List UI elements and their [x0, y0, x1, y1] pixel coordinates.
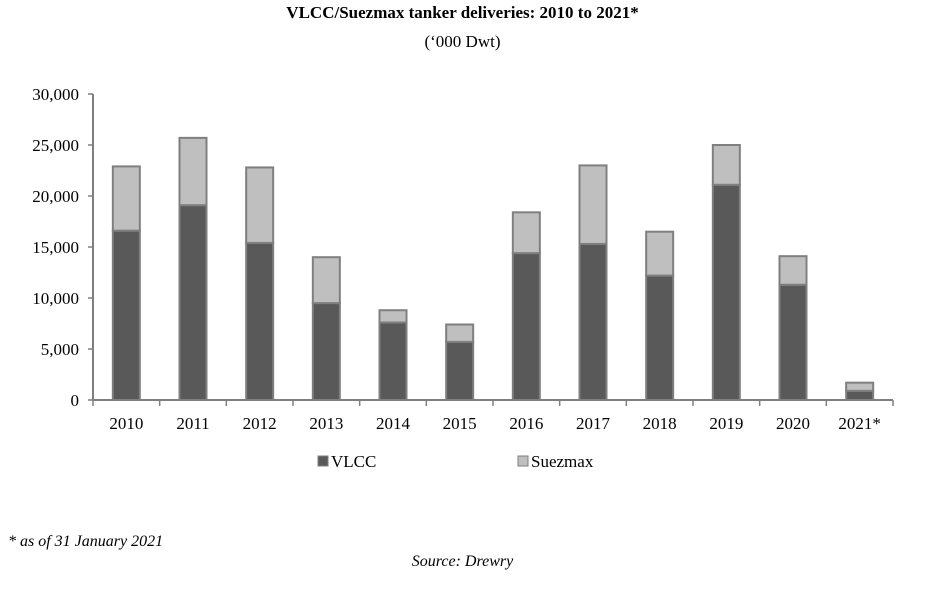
legend-swatch-vlcc — [317, 455, 329, 467]
bar-vlcc-2020 — [778, 283, 808, 401]
x-tick-label: 2012 — [243, 414, 277, 433]
x-tick-label: 2018 — [643, 414, 677, 433]
bar-suezmax-2019 — [711, 144, 741, 186]
source-note: Source: Drewry — [411, 553, 514, 570]
bar-vlcc-2017 — [578, 242, 608, 401]
x-tick-label: 2015 — [443, 414, 477, 433]
bar-vlcc-2010 — [111, 229, 141, 401]
legend-label-suezmax: Suezmax — [531, 452, 594, 471]
bar-suezmax-2011 — [178, 136, 208, 207]
bar-vlcc-2014 — [378, 321, 408, 402]
x-tick-label: 2010 — [109, 414, 143, 433]
legend-swatch-suezmax — [517, 455, 529, 467]
bar-vlcc-2021 — [845, 389, 875, 402]
bar-vlcc-2016 — [511, 252, 541, 401]
x-tick-label: 2020 — [776, 414, 810, 433]
x-tick-label: 2017 — [576, 414, 611, 433]
legend-label-vlcc: VLCC — [331, 452, 376, 471]
y-tick-label: 30,000 — [32, 85, 79, 104]
bar-vlcc-2018 — [645, 274, 675, 401]
bar-suezmax-2013 — [311, 256, 341, 305]
x-tick-label: 2021* — [838, 414, 881, 433]
footnote: * as of 31 January 2021 — [8, 533, 164, 550]
bar-suezmax-2016 — [511, 211, 541, 255]
chart-subtitle: (‘000 Dwt) — [424, 32, 501, 51]
y-tick-label: 5,000 — [41, 340, 79, 359]
bar-suezmax-2010 — [111, 165, 141, 232]
bar-suezmax-2020 — [778, 255, 808, 286]
bar-vlcc-2019 — [711, 183, 741, 401]
x-tick-label: 2019 — [709, 414, 743, 433]
bar-vlcc-2013 — [311, 302, 341, 402]
bar-suezmax-2021 — [845, 381, 875, 392]
bar-suezmax-2015 — [445, 323, 475, 343]
y-tick-label: 20,000 — [32, 187, 79, 206]
bar-vlcc-2011 — [178, 204, 208, 401]
bar-suezmax-2017 — [578, 164, 608, 245]
chart-title: VLCC/Suezmax tanker deliveries: 2010 to … — [286, 3, 639, 22]
bar-vlcc-2012 — [245, 241, 275, 401]
x-tick-label: 2014 — [376, 414, 411, 433]
y-tick-label: 15,000 — [32, 238, 79, 257]
y-tick-label: 10,000 — [32, 289, 79, 308]
bar-suezmax-2014 — [378, 309, 408, 324]
x-tick-label: 2011 — [176, 414, 209, 433]
bar-suezmax-2018 — [645, 230, 675, 277]
x-tick-label: 2016 — [509, 414, 543, 433]
y-tick-label: 25,000 — [32, 136, 79, 155]
bar-vlcc-2015 — [445, 340, 475, 401]
y-tick-label: 0 — [71, 391, 80, 410]
x-tick-label: 2013 — [309, 414, 343, 433]
bar-suezmax-2012 — [245, 166, 275, 244]
